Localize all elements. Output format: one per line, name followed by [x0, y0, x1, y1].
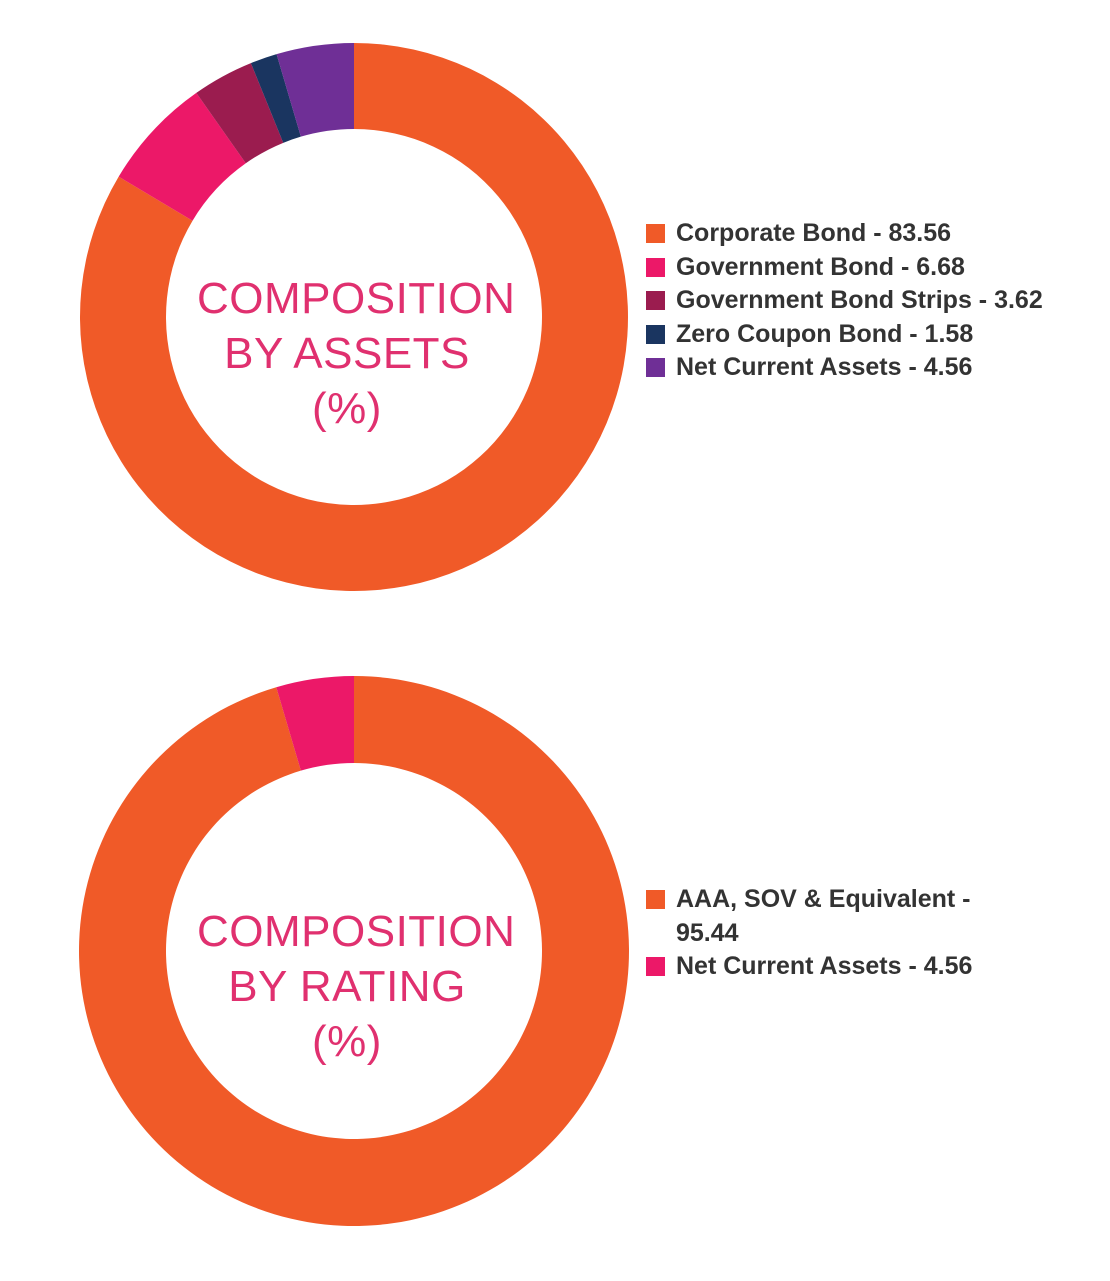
donut-slice-aaa-sov-equivalent [79, 676, 630, 1226]
rating-chart-center-title: COMPOSITION BY RATING (%) [197, 904, 516, 1069]
legend-label: Net Current Assets - 4.56 [676, 952, 973, 980]
legend-swatch [646, 957, 665, 976]
assets-title-line-3: (%) [312, 384, 382, 433]
rating-title-line-1: COMPOSITION [197, 907, 516, 956]
legend-swatch [646, 324, 665, 344]
rating-legend: AAA, SOV & Equivalent - 95.44 Net Curren… [646, 883, 1006, 984]
legend-item-net-current-assets: Net Current Assets - 4.56 [646, 351, 1043, 385]
donut-slice-net-current-assets [276, 676, 354, 771]
legend-label: Net Current Assets - 4.56 [676, 353, 973, 381]
rating-composition-chart: COMPOSITION BY RATING (%) AAA, SOV & Equ… [0, 640, 1110, 1281]
legend-swatch [646, 224, 665, 243]
legend-swatch [646, 890, 665, 909]
assets-donut-chart [79, 43, 629, 591]
rating-title-line-3: (%) [312, 1017, 382, 1066]
legend-label: Corporate Bond - 83.56 [676, 219, 952, 247]
legend-label: Zero Coupon Bond - 1.58 [676, 319, 974, 348]
donut-slice-government-bond [118, 92, 246, 221]
assets-chart-center-title: COMPOSITION BY ASSETS (%) [197, 271, 516, 436]
legend-swatch [646, 257, 665, 277]
donut-slice-corporate-bond [79, 43, 629, 591]
legend-item-net-current-assets: Net Current Assets - 4.56 [646, 950, 1006, 984]
rating-title-line-2: BY RATING [228, 962, 466, 1011]
donut-slice-net-current-assets [276, 43, 354, 137]
assets-title-line-1: COMPOSITION [197, 274, 516, 323]
legend-label: Government Bond Strips - 3.62 [676, 286, 1043, 314]
legend-item-aaa-sov-equivalent: AAA, SOV & Equivalent - 95.44 [646, 883, 1006, 950]
legend-swatch [646, 358, 665, 377]
legend-item-government-bond-strips: Government Bond Strips - 3.62 [646, 284, 1043, 318]
legend-item-government-bond: Government Bond - 6.68 [646, 251, 1043, 285]
rating-donut-chart [79, 676, 630, 1226]
assets-composition-chart: COMPOSITION BY ASSETS (%) Corporate Bond… [0, 0, 1110, 640]
assets-title-line-2: BY ASSETS [224, 329, 470, 378]
assets-legend: Corporate Bond - 83.56 Government Bond -… [646, 217, 1043, 385]
legend-item-corporate-bond: Corporate Bond - 83.56 [646, 217, 1043, 251]
legend-label: AAA, SOV & Equivalent - 95.44 [676, 885, 971, 947]
legend-label: Government Bond - 6.68 [676, 252, 965, 281]
legend-item-zero-coupon-bond: Zero Coupon Bond - 1.58 [646, 318, 1043, 352]
donut-slice-government-bond-strips [196, 63, 284, 164]
legend-swatch [646, 291, 665, 310]
donut-slice-zero-coupon-bond [250, 54, 301, 143]
